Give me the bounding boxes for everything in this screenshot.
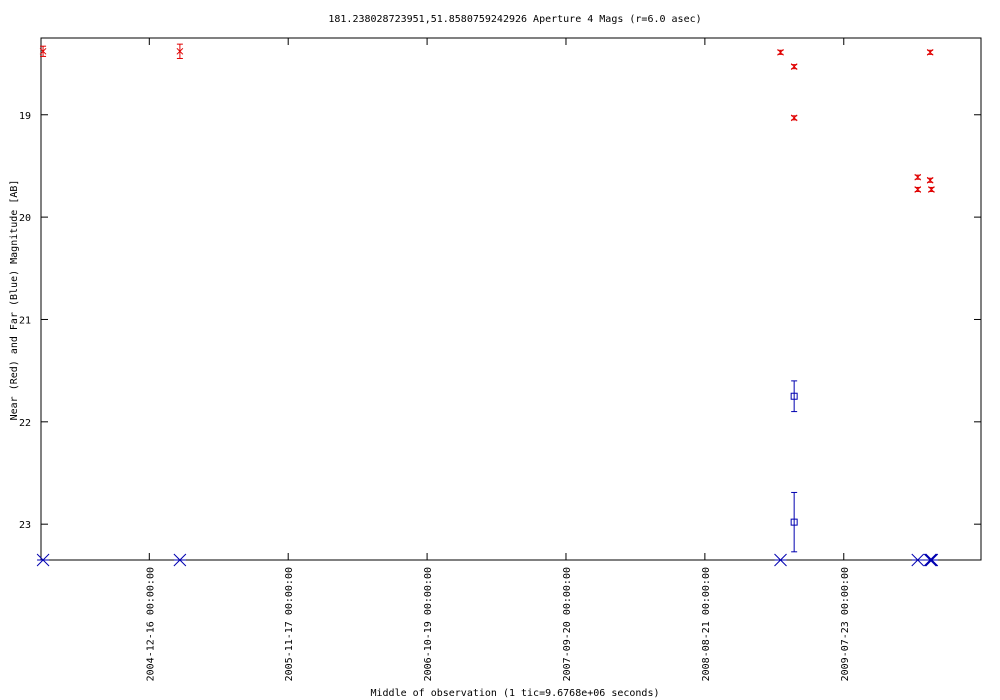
y-axis-label: Near (Red) and Far (Blue) Magnitude [AB] [9,180,20,421]
data-point [176,43,184,59]
data-point [173,553,187,567]
data-point [777,48,784,56]
data-point [925,553,939,567]
data-point [790,63,798,71]
data-point [928,186,935,193]
y-tick-label: 21 [19,315,31,326]
x-tick-label: 2004-12-16 00:00:00 [145,567,156,681]
plot-frame [40,37,982,561]
data-points [36,43,939,567]
chart-title: 181.238028723951,51.8580759242926 Apertu… [328,14,701,25]
data-point [36,553,50,567]
y-tick-label: 23 [19,520,31,531]
data-point [911,553,925,567]
x-axis-label: Middle of observation (1 tic=9.6768e+06 … [371,688,660,699]
x-tick-label: 2007-09-20 00:00:00 [562,567,573,681]
y-tick-label: 20 [19,213,31,224]
y-tick-label: 19 [19,111,31,122]
data-point [39,45,47,57]
x-axis: 2004-12-16 00:00:00 2005-11-17 00:00:00 20… [145,38,851,681]
x-tick-label: 2008-08-21 00:00:00 [701,567,712,681]
x-tick-label: 2009-07-23 00:00:00 [840,567,851,681]
x-tick-label: 2006-10-19 00:00:00 [423,567,434,681]
data-point [790,380,798,413]
data-point [790,114,798,122]
data-point [914,173,922,181]
data-point [926,176,934,184]
y-axis: 19 20 21 22 23 [19,111,981,531]
data-point [914,186,922,193]
x-tick-label: 2005-11-17 00:00:00 [284,567,295,681]
data-point [790,491,798,553]
y-tick-label: 22 [19,418,31,429]
data-point [926,48,934,56]
data-point [774,553,787,567]
